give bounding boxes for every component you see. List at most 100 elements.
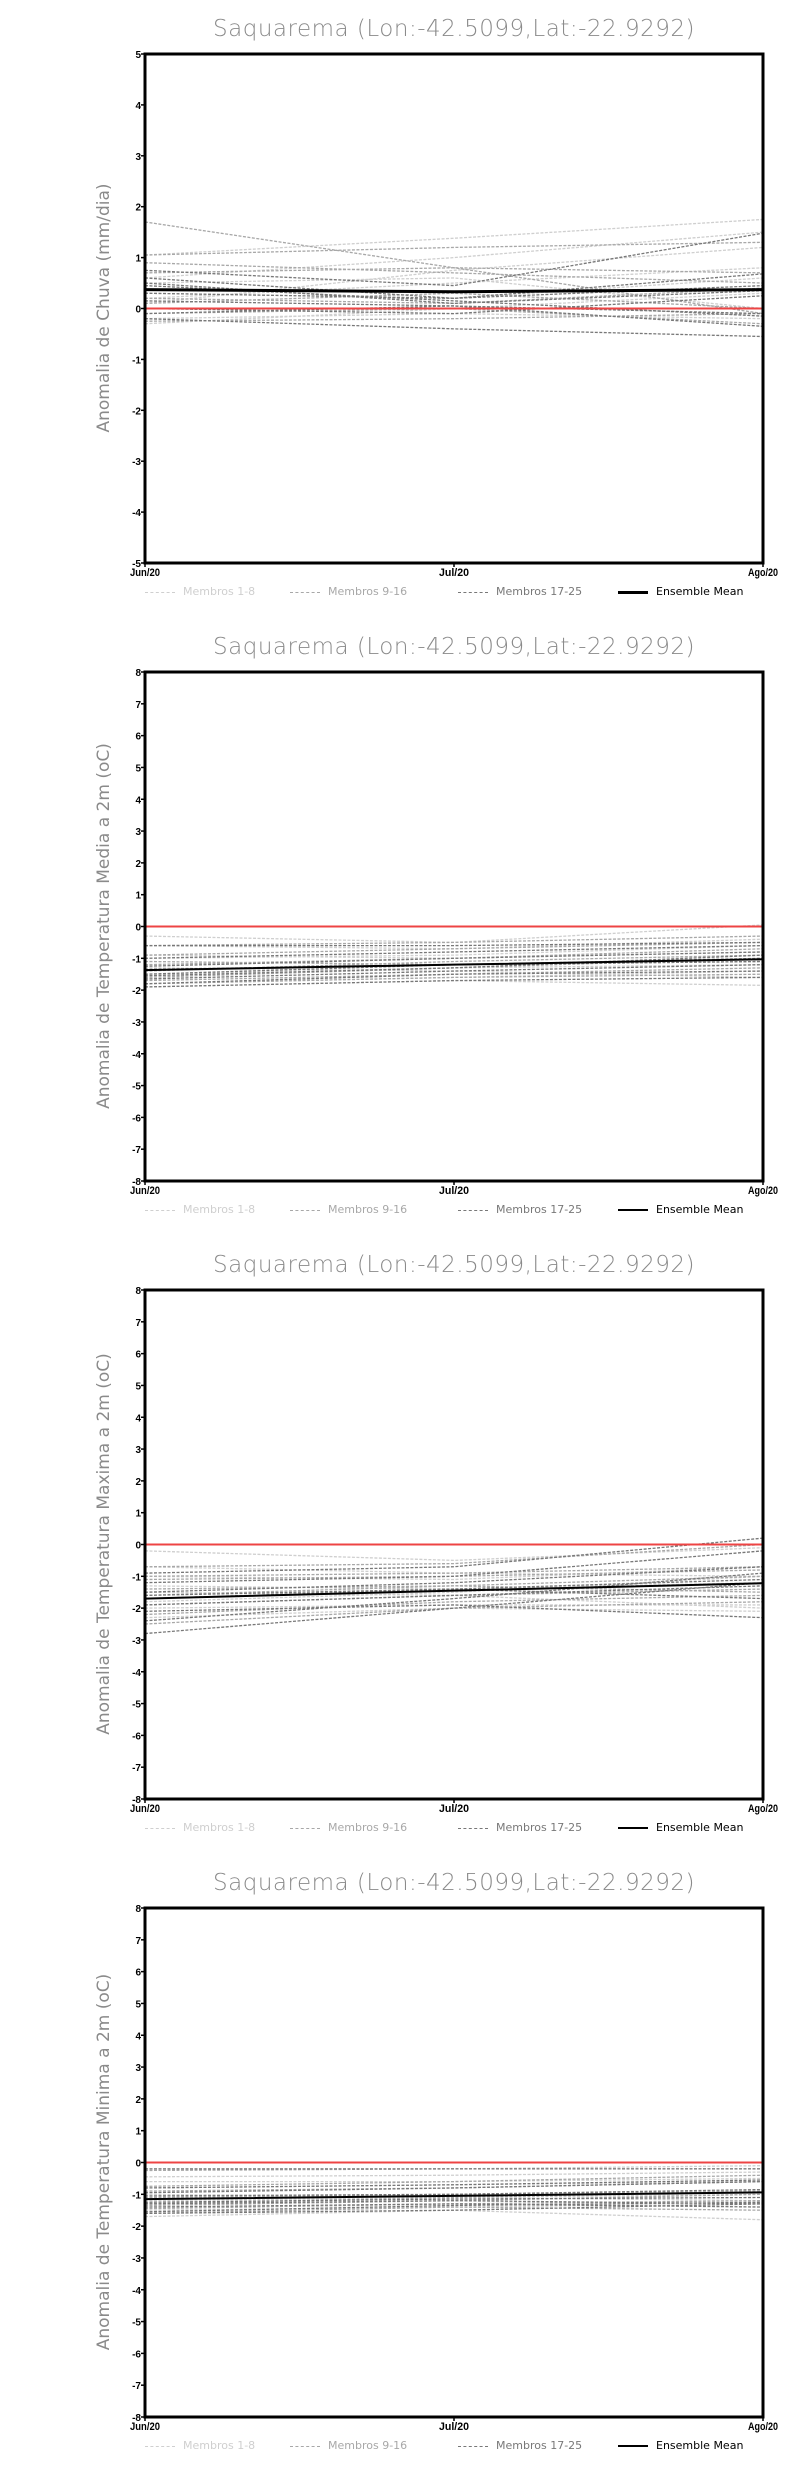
legend-label: Membros 1-8 [183,1203,256,1216]
legend-label: Membros 17-25 [496,1821,583,1834]
legend: Membros 1-8 Membros 9-16 Membros 17-25 Ense… [145,2439,785,2455]
legend-swatch [145,1827,175,1829]
legend-swatch [618,590,648,594]
member-line-14 [144,1594,764,1616]
legend-swatch [290,1827,320,1829]
member-line-13 [144,2200,764,2210]
legend-swatch [290,2445,320,2447]
member-line-18 [144,944,764,959]
legend-item: Membros 17-25 [458,2439,582,2452]
member-line-14 [144,2206,764,2215]
legend-swatch [145,1209,175,1211]
member-line-3 [144,1566,764,1581]
member-line-3 [144,267,764,299]
y-tick-label: 4 [135,795,141,806]
y-tick-label: 7 [135,700,141,711]
member-line-8 [145,2177,764,2183]
legend-item: Ensemble Mean [618,1821,743,1834]
y-tick-label: -7 [132,1763,141,1774]
member-line-20 [144,2196,764,2203]
chart-plot: -8 -7 -6 -5 -4 -3 -2 -1 0 1 2 3 4 5 6 7 8 Jun/20 Jul/20 Ago… [130,1904,778,2433]
member-line-24 [144,305,764,327]
y-tick-label: -3 [132,1636,141,1647]
y-tick-label: 1 [135,1509,141,1520]
y-tick-label: 3 [135,152,141,163]
y-tick-label: 5 [135,1999,141,2010]
member-line-16 [144,1585,764,1593]
member-line-15 [144,1601,764,1625]
member-line-13 [144,1588,764,1606]
chart-title: Saquarema (Lon:-42.5099,Lat:-22.9292) [213,1870,695,1896]
member-line-4 [144,246,764,305]
y-tick-label: -1 [132,954,141,965]
member-line-9 [144,935,764,947]
y-tick-label: 8 [135,1904,141,1915]
member-line-11 [144,262,764,284]
ensemble-mean-line [144,1582,764,1600]
legend-swatch [618,1209,648,1211]
chart-panel: -8 -7 -6 -5 -4 -3 -2 -1 0 1 2 3 4 5 6 7 8 Jun/20 Jul/20 Ago… [0,1854,800,2472]
y-tick-label: -5 [132,1700,141,1711]
y-tick-label: 3 [135,2063,141,2074]
member-line-9 [144,221,764,315]
legend-label: Membros 9-16 [328,585,408,598]
x-tick-label: Ago/20 [748,567,778,579]
member-line-16 [144,2190,764,2199]
member-line-25 [144,2188,764,2197]
y-tick-label: 8 [135,1286,141,1297]
y-tick-label: -4 [132,2286,141,2297]
member-line-22 [144,1604,764,1619]
legend: Membros 1-8 Membros 9-16 Membros 17-25 Ense… [145,1821,785,1837]
legend-label: Ensemble Mean [656,2439,744,2452]
legend-swatch [145,2445,175,2447]
member-line-2 [144,2171,764,2178]
member-line-15 [144,2193,764,2207]
legend-swatch [618,1827,648,1829]
y-tick-label: -7 [132,1145,141,1156]
y-tick-label: 0 [135,2159,141,2170]
member-line-6 [144,1607,764,1619]
legend-item: Membros 9-16 [290,1203,407,1216]
legend-swatch [290,591,320,593]
member-line-22 [144,300,764,315]
y-tick-label: -8 [132,1795,141,1806]
y-tick-label: -3 [132,457,141,468]
legend-label: Membros 9-16 [328,2439,408,2452]
member-line-15 [144,973,764,985]
y-tick-label: 5 [135,763,141,774]
legend-item: Membros 9-16 [290,2439,407,2452]
y-tick-label: 4 [135,101,141,112]
y-tick-label: -1 [132,1572,141,1583]
member-line-13 [144,287,764,305]
member-line-3 [144,2180,764,2189]
y-tick-label: 7 [135,1936,141,1947]
member-line-7 [144,1575,764,1603]
y-tick-label: -4 [132,1668,141,1679]
member-line-5 [144,2203,764,2211]
y-tick-label: 6 [135,732,141,743]
chart-title: Saquarema (Lon:-42.5099,Lat:-22.9292) [213,634,695,660]
legend: Membros 1-8 Membros 9-16 Membros 17-25 Ense… [145,1203,785,1219]
y-tick-label: 1 [135,891,141,902]
member-line-19 [144,2180,764,2194]
legend-swatch [290,1209,320,1211]
x-tick-label: Jun/20 [130,1803,160,1815]
y-tick-label: -6 [132,1731,141,1742]
legend-swatch [458,2445,488,2447]
legend-swatch [458,1827,488,1829]
y-tick-label: -2 [132,986,141,997]
member-line-19 [144,1566,764,1593]
chart-title: Saquarema (Lon:-42.5099,Lat:-22.9292) [213,1252,695,1278]
x-tick-label: Ago/20 [748,2421,778,2433]
y-tick-label: -1 [132,355,141,366]
y-axis-label: Anomalia de Temperatura Media a 2m (oC) [94,743,114,1109]
y-tick-label: -3 [132,1018,141,1029]
y-tick-label: -8 [132,2413,141,2424]
member-line-10 [144,1566,764,1577]
ensemble-mean-line [144,2191,764,2201]
member-line-10 [144,2174,764,2188]
x-tick-label: Jul/20 [439,2421,469,2433]
member-line-25 [144,954,764,977]
member-line-21 [144,318,764,338]
y-tick-label: -6 [132,1113,141,1124]
